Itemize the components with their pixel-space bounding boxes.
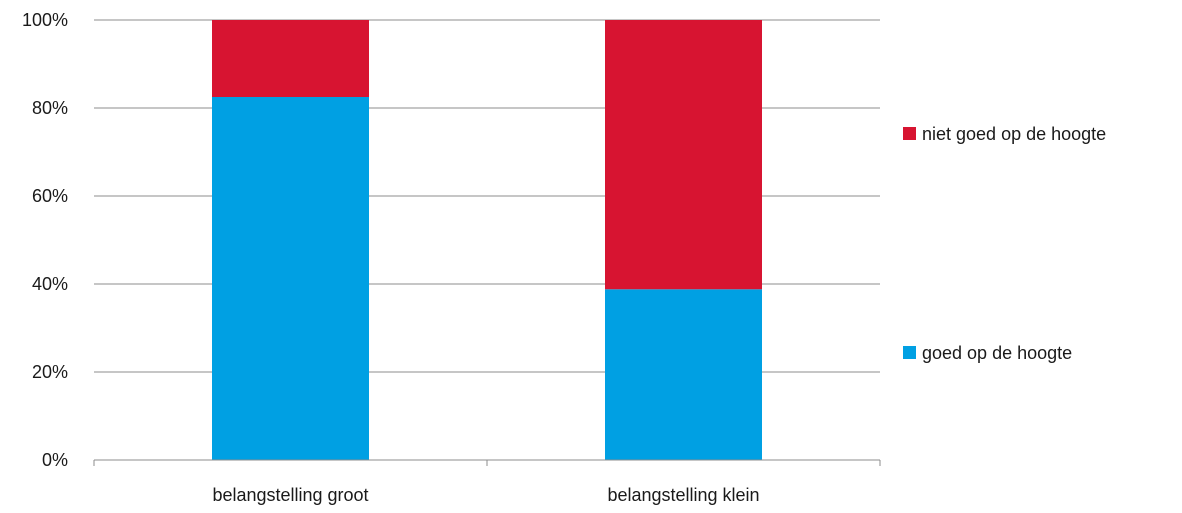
legend-label: goed op de hoogte [922, 343, 1072, 363]
legend-swatch [903, 127, 916, 140]
x-tick-label: belangstelling groot [212, 485, 368, 505]
bar-segment [212, 97, 369, 460]
bars [212, 20, 762, 460]
y-tick-label: 60% [32, 186, 68, 206]
bar-segment [605, 289, 762, 460]
y-tick-label: 20% [32, 362, 68, 382]
y-tick-label: 80% [32, 98, 68, 118]
y-tick-label: 100% [22, 10, 68, 30]
legend-swatch [903, 346, 916, 359]
x-tick-label: belangstelling klein [607, 485, 759, 505]
axes: 0% 20% 40% 60% 80% 100% belangstelling groot be… [22, 10, 881, 505]
legend-label: niet goed op de hoogte [922, 124, 1106, 144]
legend: goed op de hoogte niet goed op de hoogte [903, 124, 1106, 363]
bar-segment [212, 20, 369, 97]
y-tick-label: 40% [32, 274, 68, 294]
bar-segment [605, 20, 762, 290]
gridlines [94, 19, 880, 373]
y-tick-label: 0% [42, 450, 68, 470]
